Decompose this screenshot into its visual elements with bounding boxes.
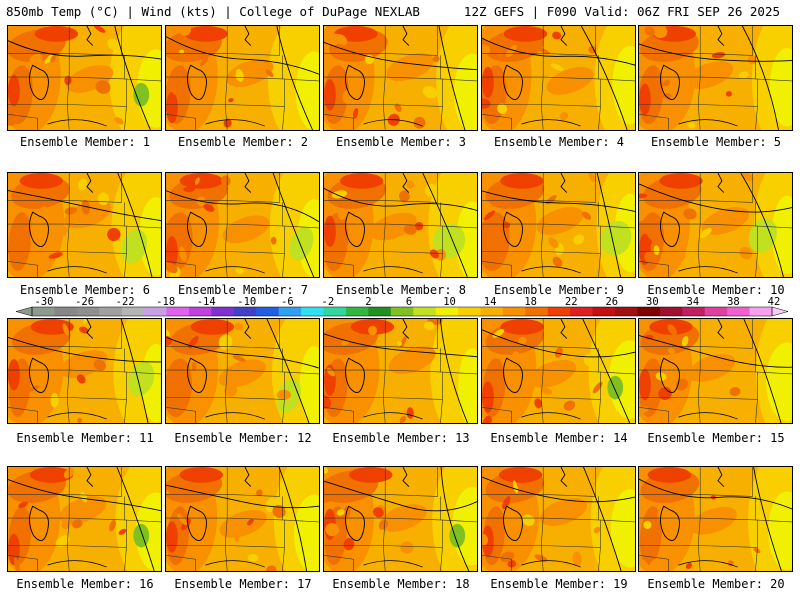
- colorbar-tick-label: -14: [197, 297, 216, 308]
- ensemble-member-label: Ensemble Member: 16: [16, 577, 154, 591]
- ensemble-map-panel: [638, 172, 793, 278]
- ensemble-map-panel: [165, 172, 320, 278]
- colorbar-swatch: [502, 307, 526, 316]
- colorbar-tick-label: 30: [646, 297, 659, 308]
- ensemble-member-label: Ensemble Member: 10: [647, 283, 785, 297]
- colorbar-swatch: [480, 307, 504, 316]
- ensemble-map-panel: [165, 25, 320, 131]
- colorbar-swatch: [166, 307, 190, 316]
- ensemble-member-label: Ensemble Member: 20: [647, 577, 785, 591]
- ensemble-map-panel: [323, 25, 478, 131]
- colorbar-tick-label: -18: [156, 297, 175, 308]
- ensemble-member-label: Ensemble Member: 9: [493, 283, 625, 297]
- colorbar-tick-label: 38: [727, 297, 740, 308]
- ensemble-member-label: Ensemble Member: 1: [19, 135, 151, 149]
- colorbar-swatch: [345, 307, 369, 316]
- ensemble-map-panel: [638, 466, 793, 572]
- colorbar-swatch: [278, 307, 302, 316]
- colorbar-tick-label: -26: [75, 297, 94, 308]
- colorbar-swatch: [525, 307, 549, 316]
- colorbar-swatch: [211, 307, 235, 316]
- colorbar-tick-label: 18: [524, 297, 537, 308]
- colorbar-swatch: [144, 307, 168, 316]
- ensemble-map-panel: [7, 466, 162, 572]
- colorbar-swatch: [435, 307, 459, 316]
- colorbar-tick-label: 26: [605, 297, 618, 308]
- colorbar-swatch: [233, 307, 257, 316]
- colorbar-swatch: [413, 307, 437, 316]
- ensemble-map-panel: [7, 25, 162, 131]
- ensemble-map-panel: [7, 172, 162, 278]
- colorbar-swatch: [390, 307, 414, 316]
- ensemble-member-label: Ensemble Member: 4: [493, 135, 625, 149]
- ensemble-member-label: Ensemble Member: 19: [490, 577, 628, 591]
- colorbar-swatch: [592, 307, 616, 316]
- colorbar-swatch: [749, 307, 773, 316]
- colorbar-tick-label: 14: [484, 297, 497, 308]
- ensemble-map-panel: [323, 466, 478, 572]
- ensemble-map-panel: [323, 318, 478, 424]
- ensemble-map-panel: [7, 318, 162, 424]
- ensemble-map-panel: [638, 318, 793, 424]
- ensemble-member-label: Ensemble Member: 13: [332, 431, 470, 445]
- colorbar-swatch: [458, 307, 481, 316]
- ensemble-member-label: Ensemble Member: 3: [335, 135, 467, 149]
- colorbar-swatch: [727, 307, 751, 316]
- colorbar-swatch: [32, 307, 55, 316]
- ensemble-map-panel: [481, 318, 636, 424]
- colorbar-tick-label: 6: [406, 297, 412, 308]
- colorbar-swatch: [659, 307, 683, 316]
- ensemble-map-panel: [481, 172, 636, 278]
- colorbar-swatch: [704, 307, 728, 316]
- ensemble-map-panel: [481, 466, 636, 572]
- ensemble-member-label: Ensemble Member: 14: [490, 431, 628, 445]
- ensemble-member-label: Ensemble Member: 8: [335, 283, 467, 297]
- colorbar-swatch: [637, 307, 661, 316]
- ensemble-member-label: Ensemble Member: 18: [332, 577, 470, 591]
- colorbar-swatch: [188, 307, 212, 316]
- ensemble-member-label: Ensemble Member: 5: [650, 135, 782, 149]
- ensemble-member-label: Ensemble Member: 11: [16, 431, 154, 445]
- ensemble-map-panel: [165, 318, 320, 424]
- colorbar-tick-label: -22: [116, 297, 135, 308]
- ensemble-member-label: Ensemble Member: 17: [174, 577, 312, 591]
- ensemble-member-label: Ensemble Member: 12: [174, 431, 312, 445]
- colorbar-tick-label: 2: [365, 297, 371, 308]
- colorbar-tick-label: -10: [237, 297, 256, 308]
- ensemble-member-label: Ensemble Member: 7: [177, 283, 309, 297]
- colorbar-swatch: [76, 307, 100, 316]
- colorbar-tick-label: -2: [322, 297, 335, 308]
- colorbar-swatch: [99, 307, 123, 316]
- colorbar-min-arrow: [15, 306, 33, 317]
- colorbar-swatch: [301, 307, 325, 316]
- colorbar-tick-label: 22: [565, 297, 578, 308]
- colorbar-tick-label: -6: [281, 297, 294, 308]
- colorbar-swatch: [121, 307, 145, 316]
- ensemble-map-panel: [323, 172, 478, 278]
- colorbar-tick-label: 34: [687, 297, 700, 308]
- colorbar-tick-label: -30: [35, 297, 54, 308]
- colorbar-swatch: [54, 307, 78, 316]
- header-title: 850mb Temp (°C) | Wind (kts) | College o…: [6, 4, 420, 19]
- colorbar-swatch: [323, 307, 347, 316]
- ensemble-map-panel: [638, 25, 793, 131]
- colorbar-tick-label: 42: [768, 297, 781, 308]
- colorbar-swatch: [682, 307, 706, 316]
- colorbar-swatch: [615, 307, 638, 316]
- header-valid-time: 12Z GEFS | F090 Valid: 06Z FRI SEP 26 20…: [463, 4, 780, 19]
- ensemble-member-label: Ensemble Member: 15: [647, 431, 785, 445]
- colorbar-swatch: [570, 307, 594, 316]
- ensemble-member-label: Ensemble Member: 2: [177, 135, 309, 149]
- temperature-colorbar: -30 -26 -22 -18 -14 -10 -6 -2 2 6 10 14 18 22 26 30 34 38…: [15, 297, 789, 317]
- colorbar-tick-label: 10: [443, 297, 456, 308]
- ensemble-map-panel: [481, 25, 636, 131]
- colorbar-swatch: [256, 307, 280, 316]
- colorbar-swatch: [547, 307, 571, 316]
- colorbar-max-arrow: [771, 306, 789, 317]
- ensemble-map-panel: [165, 466, 320, 572]
- colorbar-swatch: [368, 307, 392, 316]
- ensemble-member-label: Ensemble Member: 6: [19, 283, 151, 297]
